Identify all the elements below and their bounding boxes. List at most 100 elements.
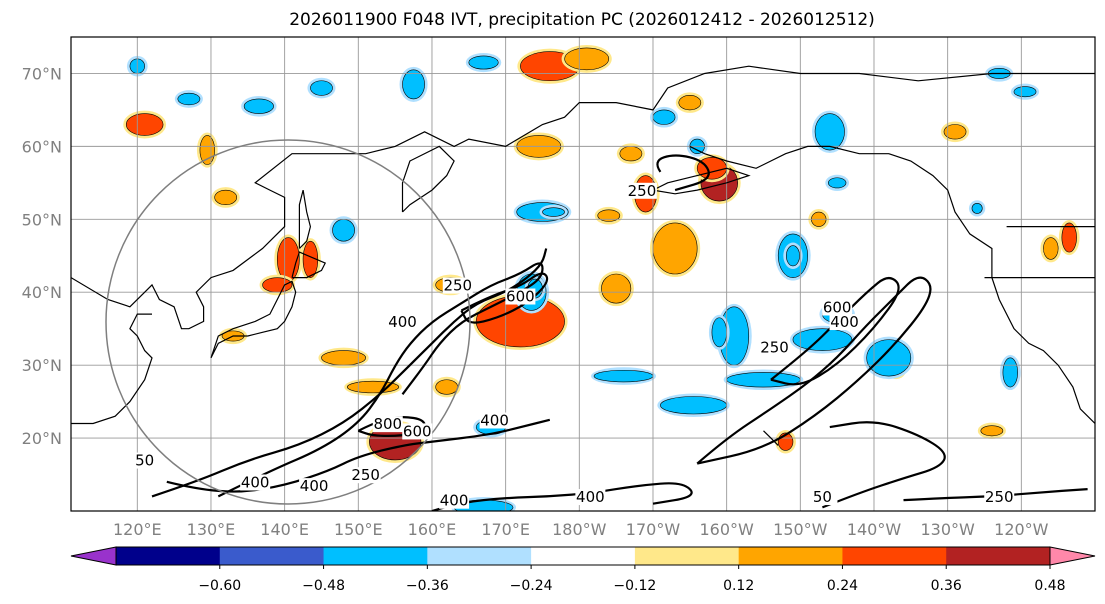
latitude-labels: 70°N 60°N 50°N 40°N 30°N 20°N bbox=[22, 64, 62, 448]
colorbar-segment-2 bbox=[323, 547, 428, 565]
colorbar-segment-3 bbox=[427, 547, 532, 565]
lon-label-9: 150°W bbox=[773, 520, 828, 539]
lon-label-11: 130°W bbox=[920, 520, 975, 539]
precip-blob-30 bbox=[597, 209, 621, 222]
precip-blob-21 bbox=[980, 425, 1004, 437]
contour-label-12: 400 bbox=[241, 473, 270, 491]
colorbar: −0.60 −0.48 −0.36 −0.24 −0.12 0.12 0.24 0.36 0.4… bbox=[70, 546, 1096, 594]
precip-blob-47 bbox=[402, 69, 425, 100]
coastline-0 bbox=[71, 65, 1095, 330]
colorbar-segment-0 bbox=[116, 547, 221, 565]
ivt-contour-250-0 bbox=[151, 248, 548, 498]
lon-label-7: 170°W bbox=[626, 520, 681, 539]
precip-blob-17 bbox=[321, 350, 366, 366]
colorbar-segment-7 bbox=[842, 547, 947, 565]
precip-blob-14 bbox=[652, 222, 698, 275]
contour-label-9: 400 bbox=[480, 411, 509, 429]
contour-label-10: 250 bbox=[351, 466, 380, 484]
contour-label-bg-6 bbox=[759, 339, 790, 356]
colorbar-tick-label-2: −0.36 bbox=[406, 578, 449, 594]
ivt-contour-400-1 bbox=[217, 262, 544, 498]
ivt-contour-250-9 bbox=[821, 421, 946, 509]
contour-label-16: 50 bbox=[135, 452, 154, 470]
colorbar-tick-label-0: −0.60 bbox=[198, 578, 241, 594]
contour-label-14: 400 bbox=[576, 488, 605, 506]
lon-label-12: 120°W bbox=[994, 520, 1049, 539]
colorbar-tick-label-7: 0.36 bbox=[931, 578, 962, 594]
contour-label-2: 400 bbox=[388, 313, 417, 331]
lat-label-3: 40°N bbox=[22, 283, 62, 302]
coastline-2 bbox=[210, 280, 297, 359]
longitude-labels: 120°E 130°E 140°E 150°E 160°E 170°E 180°W 170°W… bbox=[113, 520, 1049, 539]
contour-label-bg-15 bbox=[984, 489, 1015, 506]
lat-label-1: 60°N bbox=[22, 137, 62, 156]
contour-label-8: 600 bbox=[403, 422, 432, 440]
colorbar-tick-label-4: −0.12 bbox=[613, 578, 656, 594]
contour-label-bg-7 bbox=[372, 416, 403, 433]
coastline-1 bbox=[71, 313, 153, 425]
contour-label-bg-10 bbox=[350, 467, 381, 484]
precip-blob-26 bbox=[619, 146, 643, 162]
contour-label-bg-9 bbox=[479, 412, 510, 429]
contour-label-15: 250 bbox=[985, 488, 1014, 506]
coastline-5 bbox=[401, 145, 455, 213]
right-triangle-icon bbox=[1049, 546, 1096, 566]
precip-blob-61 bbox=[828, 177, 847, 189]
precip-blob-43 bbox=[660, 396, 727, 415]
contour-label-bg-4 bbox=[822, 299, 853, 316]
contour-label-4: 600 bbox=[823, 298, 852, 316]
lon-label-10: 140°W bbox=[847, 520, 902, 539]
colorbar-tick-label-5: 0.12 bbox=[723, 578, 754, 594]
contour-label-bg-5 bbox=[829, 314, 860, 331]
precip-blob-23 bbox=[1043, 237, 1059, 260]
colorbar-tick-label-8: 0.48 bbox=[1034, 578, 1065, 594]
lon-label-0: 120°E bbox=[113, 520, 162, 539]
precip-blob-48 bbox=[310, 80, 333, 96]
lat-label-4: 30°N bbox=[22, 356, 62, 375]
precip-blob-32 bbox=[711, 317, 727, 348]
precip-blob-40 bbox=[792, 328, 853, 351]
colorbar-segment-5 bbox=[634, 547, 740, 565]
precip-blob-41 bbox=[866, 339, 912, 377]
ivt-contour-400-8 bbox=[166, 418, 551, 493]
contour-label-3: 250 bbox=[628, 182, 657, 200]
precip-blob-50 bbox=[177, 92, 201, 106]
coastline-7 bbox=[652, 167, 751, 195]
precip-blob-13 bbox=[696, 157, 727, 180]
coastline-3 bbox=[291, 251, 327, 279]
colorbar-tick-label-1: −0.48 bbox=[302, 578, 345, 594]
contour-label-bg-0 bbox=[442, 277, 473, 294]
contour-label-bg-1 bbox=[505, 288, 536, 305]
ivt-contour-250-4 bbox=[696, 276, 932, 465]
lon-label-8: 160°W bbox=[699, 520, 754, 539]
contour-label-11: 400 bbox=[300, 477, 329, 495]
lon-label-3: 150°E bbox=[334, 520, 383, 539]
contour-label-5: 400 bbox=[830, 313, 859, 331]
precip-blob-49 bbox=[243, 98, 274, 114]
lon-label-4: 160°E bbox=[408, 520, 457, 539]
lat-label-5: 20°N bbox=[22, 429, 62, 448]
precip-blob-9 bbox=[199, 135, 215, 165]
contour-label-bg-12 bbox=[240, 474, 271, 491]
lon-label-6: 180°W bbox=[552, 520, 607, 539]
contour-label-bg-14 bbox=[575, 489, 606, 506]
coastlines bbox=[71, 65, 1095, 446]
precip-blob-45 bbox=[593, 369, 654, 383]
contour-label-bg-16 bbox=[129, 452, 160, 469]
contour-label-1: 600 bbox=[506, 288, 535, 306]
precip-blob-34 bbox=[542, 207, 565, 217]
gridlines bbox=[71, 37, 1095, 511]
ivt-contour-400-5 bbox=[770, 277, 900, 386]
precip-blob-57 bbox=[652, 109, 676, 125]
chart-title: 2026011900 F048 IVT, precipitation PC (2… bbox=[289, 10, 875, 30]
precip-blob-15 bbox=[601, 273, 632, 304]
colorbar-segment-6 bbox=[738, 547, 843, 565]
precip-blob-19 bbox=[435, 379, 459, 395]
colorbar-tick-label-3: −0.24 bbox=[510, 578, 553, 594]
contour-label-bg-17 bbox=[807, 489, 838, 506]
left-triangle-icon bbox=[70, 546, 117, 566]
precip-blob-55 bbox=[1002, 357, 1018, 388]
colorbar-segment-4 bbox=[531, 547, 636, 565]
